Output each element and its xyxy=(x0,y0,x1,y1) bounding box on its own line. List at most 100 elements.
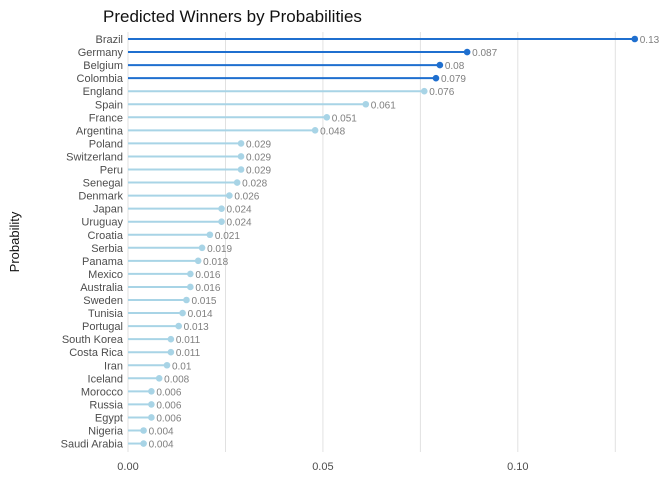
category-labels: BrazilGermanyBelgiumColombiaEnglandSpain… xyxy=(61,34,124,451)
point xyxy=(187,283,194,291)
point xyxy=(194,257,202,265)
category-label: Portugal xyxy=(82,321,123,333)
point xyxy=(155,375,163,382)
point xyxy=(311,127,319,134)
point xyxy=(463,48,471,56)
data-label: 0.006 xyxy=(156,400,181,411)
data-label: 0.13 xyxy=(640,35,660,46)
x-tick-label: 0.10 xyxy=(507,461,528,473)
point xyxy=(218,205,225,212)
point xyxy=(183,296,190,304)
point xyxy=(140,440,147,447)
category-label: Denmark xyxy=(78,191,123,203)
category-label: Germany xyxy=(78,47,124,59)
point xyxy=(167,348,175,356)
category-label: Argentina xyxy=(76,125,124,137)
category-label: Morocco xyxy=(81,386,123,398)
data-label: 0.051 xyxy=(332,113,357,124)
point xyxy=(179,309,186,317)
category-label: Australia xyxy=(80,282,124,294)
point xyxy=(237,140,245,147)
data-label: 0.006 xyxy=(156,387,181,398)
data-label: 0.08 xyxy=(445,61,465,72)
point xyxy=(237,166,245,173)
point xyxy=(140,427,147,434)
category-label: Brazil xyxy=(95,34,123,46)
data-label: 0.018 xyxy=(203,257,228,268)
category-label: France xyxy=(89,112,123,124)
data-label: 0.016 xyxy=(195,270,220,281)
category-label: Saudi Arabia xyxy=(61,439,124,451)
x-tick-labels: 0.00 0.05 0.10 xyxy=(117,461,528,473)
category-label: Egypt xyxy=(95,412,123,424)
point xyxy=(233,179,241,186)
category-label: Serbia xyxy=(91,243,124,255)
category-label: Uruguay xyxy=(81,217,123,229)
data-label: 0.079 xyxy=(441,74,466,85)
point xyxy=(237,153,245,160)
data-label: 0.008 xyxy=(164,374,189,385)
data-label: 0.004 xyxy=(149,440,174,451)
point xyxy=(631,35,639,43)
data-label: 0.019 xyxy=(207,244,232,255)
data-label: 0.011 xyxy=(176,348,201,359)
data-label: 0.021 xyxy=(215,231,240,242)
point xyxy=(148,401,155,408)
category-label: Poland xyxy=(89,138,123,150)
chart-title: Predicted Winners by Probabilities xyxy=(103,7,362,26)
category-label: Sweden xyxy=(83,295,123,307)
point xyxy=(167,335,175,343)
data-label: 0.087 xyxy=(472,48,497,59)
y-axis-title: Probability xyxy=(7,211,22,272)
category-label: Peru xyxy=(100,165,123,177)
data-label: 0.014 xyxy=(188,309,213,320)
point xyxy=(187,270,194,278)
point xyxy=(198,244,206,252)
point xyxy=(362,100,370,108)
category-label: Iran xyxy=(104,360,123,372)
category-label: Panama xyxy=(82,256,124,268)
category-label: Russia xyxy=(89,399,124,411)
category-label: Senegal xyxy=(83,178,123,190)
x-tick-label: 0.05 xyxy=(312,461,333,473)
category-label: Costa Rica xyxy=(69,347,124,359)
point xyxy=(218,218,225,225)
data-label: 0.011 xyxy=(176,335,201,346)
point xyxy=(175,322,182,330)
point xyxy=(420,87,428,95)
category-label: Croatia xyxy=(88,230,124,242)
point xyxy=(163,361,171,369)
category-label: Colombia xyxy=(77,73,124,85)
data-label: 0.024 xyxy=(227,218,252,229)
category-label: Japan xyxy=(93,204,123,216)
point xyxy=(148,414,155,421)
data-label: 0.006 xyxy=(156,413,181,424)
data-label: 0.026 xyxy=(234,192,259,203)
data-label: 0.016 xyxy=(195,283,220,294)
point xyxy=(432,74,440,82)
category-label: Tunisia xyxy=(88,308,124,320)
category-label: Spain xyxy=(95,99,123,111)
category-label: Switzerland xyxy=(66,151,123,163)
data-label: 0.015 xyxy=(191,296,216,307)
data-label: 0.029 xyxy=(246,139,271,150)
data-label: 0.004 xyxy=(149,427,174,438)
data-label: 0.024 xyxy=(227,205,252,216)
point xyxy=(323,114,331,121)
data-label: 0.076 xyxy=(429,87,454,98)
data-label: 0.061 xyxy=(371,100,396,111)
data-label: 0.01 xyxy=(172,361,192,372)
point xyxy=(206,231,214,239)
grid-lines xyxy=(127,32,616,452)
data-label: 0.028 xyxy=(242,179,267,190)
data-label: 0.029 xyxy=(246,152,271,163)
point xyxy=(436,61,444,69)
category-label: Nigeria xyxy=(88,426,124,438)
point xyxy=(148,388,155,395)
data-marks: 0.13 0.087 0.08 0.079 0.076 0.061 0.051 0.048 0.… xyxy=(128,35,660,451)
data-label: 0.048 xyxy=(320,126,345,137)
category-label: Iceland xyxy=(88,373,123,385)
x-tick-label: 0.00 xyxy=(117,461,138,473)
category-label: Belgium xyxy=(83,60,123,72)
